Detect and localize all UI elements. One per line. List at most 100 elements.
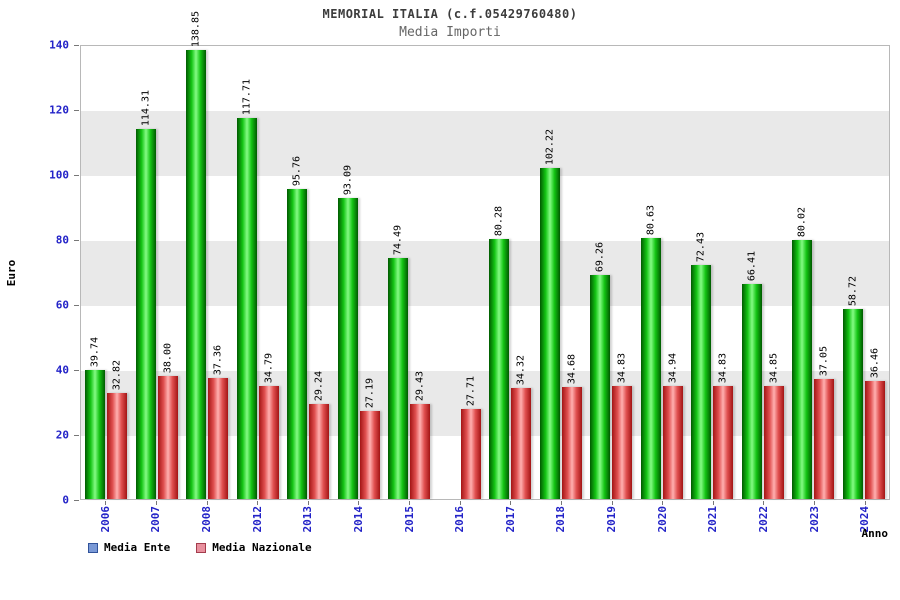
y-tick-label: 100	[49, 168, 69, 182]
bar-media-nazionale: 34.83	[612, 353, 633, 499]
bar-value-label: 34.32	[515, 354, 527, 385]
chart-title: MEMORIAL ITALIA (c.f.05429760480)	[322, 7, 578, 21]
x-tick-mark	[155, 501, 157, 505]
y-tick-label: 140	[49, 38, 69, 52]
bar-media-nazionale: 27.71	[460, 376, 481, 499]
x-tick-label-2023: 2023	[789, 506, 840, 533]
x-tick-label-text: 2007	[149, 506, 163, 533]
bar-value-label: 80.63	[645, 205, 657, 236]
x-tick-label-2020: 2020	[637, 506, 688, 533]
bar-media-nazionale: 32.82	[107, 360, 128, 499]
x-tick-mark	[206, 501, 208, 505]
bar-group-2023: 80.02 37.05	[788, 46, 839, 499]
legend-item-media-ente: Media Ente	[88, 541, 170, 554]
bar-group-2021: 72.43 34.83	[687, 46, 738, 499]
x-axis: 2006 2007 2008 2012 2013 2014 2015 2016 2017 2018…	[80, 500, 890, 546]
bar-value-label: 34.83	[616, 353, 628, 384]
bar-media-nazionale: 34.85	[763, 353, 784, 499]
y-tick-mark	[74, 175, 79, 176]
bar-group-2014: 93.09 27.19	[334, 46, 385, 499]
legend: Media Ente Media Nazionale	[88, 541, 312, 554]
bar-media-ente: 66.41	[741, 251, 762, 499]
bar-value-label: 74.49	[392, 224, 404, 255]
bar-group-2006: 39.74 32.82	[81, 46, 132, 499]
x-tick-label-text: 2013	[301, 506, 315, 533]
x-tick-mark	[864, 501, 866, 505]
bar-media-ente: 138.85	[186, 11, 207, 499]
bar-value-label: 72.43	[695, 231, 707, 262]
x-tick-label-text: 2012	[250, 506, 264, 533]
bar-media-nazionale: 34.79	[258, 353, 279, 499]
x-tick-mark	[763, 501, 765, 505]
x-tick-label-2007: 2007	[131, 506, 182, 533]
x-tick-label-2013: 2013	[283, 506, 334, 533]
bar-media-nazionale: 34.68	[561, 354, 582, 499]
x-tick-label-text: 2023	[807, 506, 821, 533]
x-tick-label-text: 2016	[453, 506, 467, 533]
x-tick-mark	[257, 501, 259, 505]
bar-value-label: 34.94	[667, 352, 679, 383]
x-tick-label-2016: 2016	[434, 506, 485, 533]
bar-media-ente: 117.71	[236, 79, 257, 499]
x-axis-title: Anno	[861, 527, 889, 540]
bar-value-label: 80.28	[493, 206, 505, 237]
bar-group-2008: 138.85 37.36	[182, 11, 233, 499]
x-tick-label-2022: 2022	[738, 506, 789, 533]
bar-value-label: 27.71	[465, 376, 477, 407]
y-tick-label: 80	[55, 233, 69, 247]
x-tick-label-2014: 2014	[333, 506, 384, 533]
x-tick-label-text: 2006	[98, 506, 112, 533]
bar-value-label: 80.02	[796, 206, 808, 238]
plot-area: 39.74 32.82 114.31 38.00 138.85 37.36 117.71 34…	[80, 11, 890, 500]
x-tick-label-2021: 2021	[688, 506, 739, 533]
x-tick-label-2008: 2008	[181, 506, 232, 533]
y-tick-mark	[74, 500, 79, 501]
bar-group-2016: 27.71	[435, 46, 486, 499]
bar-group-2020: 80.63 34.94	[637, 46, 688, 499]
x-tick-mark	[105, 501, 107, 505]
bar-group-2022: 66.41 34.85	[738, 46, 789, 499]
bar-media-nazionale: 29.43	[410, 371, 431, 499]
x-tick-mark	[409, 501, 411, 505]
bar-media-ente: 80.28	[489, 206, 510, 499]
bar-group-2013: 95.76 29.24	[283, 46, 334, 499]
bar-value-label: 32.82	[111, 359, 123, 390]
bar-value-label: 37.36	[212, 345, 224, 376]
y-tick-mark	[74, 240, 79, 241]
bar-value-label: 95.76	[291, 156, 303, 187]
x-tick-label-text: 2008	[200, 506, 214, 533]
bar-media-nazionale: 27.19	[359, 378, 380, 499]
x-tick-mark	[510, 501, 512, 505]
bar-value-label: 29.43	[414, 370, 426, 401]
bar-group-2024: 58.72 36.46	[839, 46, 890, 499]
bar-media-nazionale: 36.46	[864, 348, 885, 499]
y-tick-mark	[74, 110, 79, 111]
bar-value-label: 102.22	[544, 129, 556, 166]
bar-media-nazionale: 37.36	[208, 345, 229, 499]
x-tick-label-2018: 2018	[536, 506, 587, 533]
bar-value-label: 34.79	[263, 353, 275, 384]
bar-value-label: 58.72	[847, 275, 859, 306]
bar-media-nazionale: 29.24	[309, 371, 330, 499]
bar-value-label: 138.85	[190, 10, 202, 47]
bar-media-ente: 102.22	[539, 129, 560, 499]
x-tick-mark	[560, 501, 562, 505]
bar-media-nazionale: 34.32	[511, 355, 532, 499]
x-tick-label-text: 2021	[706, 506, 720, 533]
legend-label-media-ente: Media Ente	[104, 541, 171, 554]
x-tick-label-2006: 2006	[80, 506, 131, 533]
bar-media-ente: 72.43	[691, 232, 712, 499]
bar-value-label: 39.74	[89, 337, 101, 368]
x-tick-label-text: 2014	[351, 506, 365, 533]
legend-swatch-media-ente-icon	[88, 542, 98, 553]
y-tick-mark	[74, 305, 79, 306]
bar-value-label: 69.26	[594, 241, 606, 272]
x-tick-mark	[307, 501, 309, 505]
bar-media-ente: 93.09	[337, 165, 358, 499]
x-tick-label-text: 2018	[554, 506, 568, 533]
bar-value-label: 34.68	[566, 353, 578, 384]
bar-value-label: 117.71	[241, 79, 253, 116]
y-tick-label: 40	[55, 363, 69, 377]
x-tick-label-text: 2022	[756, 506, 770, 533]
